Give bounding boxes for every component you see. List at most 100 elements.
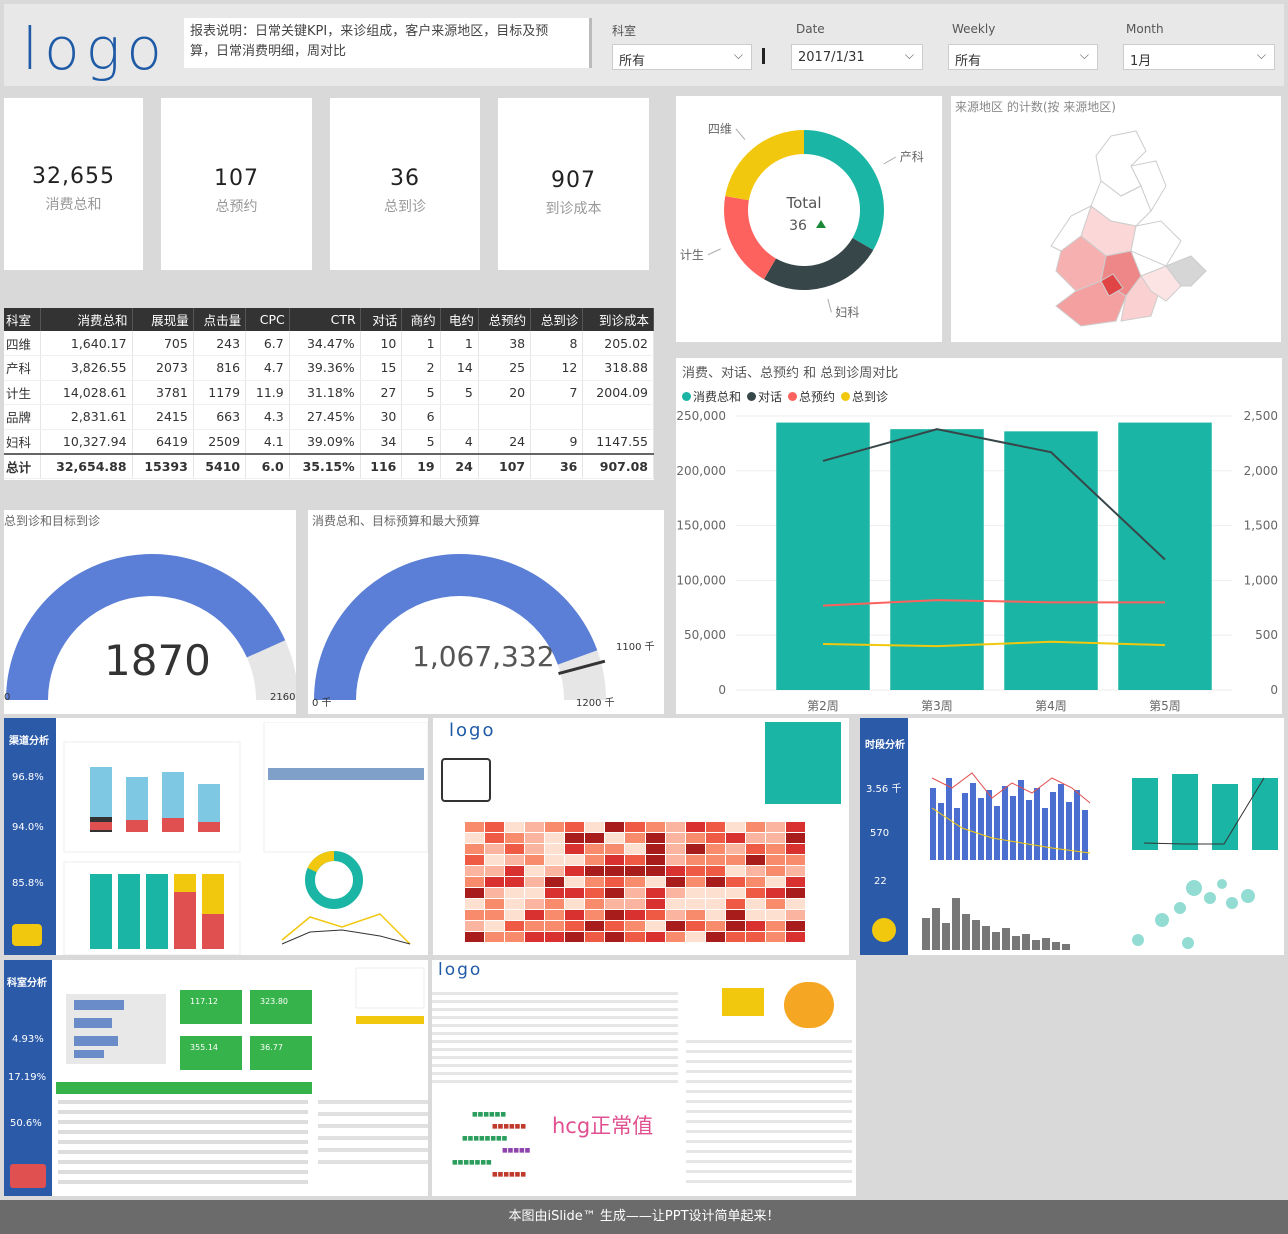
table-cell: 6 xyxy=(401,404,441,430)
table-header-cell[interactable]: CTR xyxy=(289,308,361,331)
thumbnail-channel-analysis[interactable]: 渠道分析 96.8% 94.0% 85.8% xyxy=(4,718,428,955)
heatmap-cell xyxy=(605,855,625,865)
thumbnail-heatmap[interactable]: logo xyxy=(433,718,849,955)
month-dropdown[interactable]: 1月 ⌵ xyxy=(1123,44,1275,70)
heatmap-cell xyxy=(685,910,705,920)
heatmap-cell xyxy=(725,921,745,931)
heatmap-cell xyxy=(725,833,745,843)
heatmap-cell xyxy=(685,888,705,898)
donut-slice-label: 四维 xyxy=(708,122,732,136)
table-row[interactable]: 品牌 2,831.61 2415 663 4.3 27.45% 30 6 xyxy=(4,404,654,430)
heatmap-cell xyxy=(705,888,725,898)
table-header-cell[interactable]: 到诊成本 xyxy=(582,308,654,331)
table-header-cell[interactable]: 点击量 xyxy=(193,308,247,331)
heatmap-cell xyxy=(785,910,805,920)
heatmap-cell xyxy=(585,822,605,832)
y-left-tick-label: 0 xyxy=(718,683,726,697)
heatmap-cell xyxy=(485,833,505,843)
y-right-tick-label: 1,500 xyxy=(1244,519,1278,533)
date-dropdown[interactable]: 2017/1/31 ⌵ xyxy=(791,44,923,70)
table-row[interactable]: 产科 3,826.55 2073 816 4.7 39.36% 15 2 14 25 12 318.8… xyxy=(4,355,654,381)
heatmap-cell xyxy=(665,844,685,854)
kpi-card: 36 总到诊 xyxy=(330,98,480,270)
heatmap-cell xyxy=(505,921,525,931)
table-header-cell[interactable]: 总预约 xyxy=(478,308,532,331)
slicer-label-month: Month xyxy=(1126,22,1164,36)
heatmap-cell xyxy=(625,833,645,843)
table-row[interactable]: 四维 1,640.17 705 243 6.7 34.47% 10 1 1 38 8 205.02 xyxy=(4,331,654,356)
svg-text:■■■■■■: ■■■■■■ xyxy=(472,1111,506,1118)
table-row[interactable]: 妇科 10,327.94 6419 2509 4.1 39.09% 34 5 4 24 9 1147.… xyxy=(4,429,654,454)
series-line[interactable] xyxy=(822,428,1166,561)
heatmap-cell xyxy=(565,899,585,909)
legend-item[interactable]: 消费总和 xyxy=(682,388,741,405)
table-cell: 妇科 xyxy=(4,429,42,454)
heatmap-cell xyxy=(585,866,605,876)
y-left-tick-label: 100,000 xyxy=(676,573,726,587)
donut-center-label: Total xyxy=(785,194,821,212)
table-header-cell[interactable]: 消费总和 xyxy=(40,308,133,331)
legend-dot-icon xyxy=(841,392,851,401)
heatmap-cell xyxy=(745,877,765,887)
thumb-mini-table xyxy=(765,722,841,804)
table-header-cell[interactable]: 科室 xyxy=(4,308,42,331)
dept-dropdown[interactable]: 所有 ⌵ xyxy=(612,44,752,70)
table-cell: 1179 xyxy=(193,380,247,405)
kpi-label: 总预约 xyxy=(215,199,258,215)
table-cell: 205.02 xyxy=(582,331,654,356)
donut-slice[interactable] xyxy=(725,130,804,201)
donut-slice[interactable] xyxy=(804,130,884,250)
heatmap-cell xyxy=(485,910,505,920)
heatmap-cell xyxy=(565,910,585,920)
heatmap-cell xyxy=(525,877,545,887)
heatmap-cell xyxy=(505,877,525,887)
legend-item[interactable]: 总预约 xyxy=(788,388,835,405)
donut-slice-label: 计生 xyxy=(680,248,704,262)
legend-label: 对话 xyxy=(758,390,783,404)
table-header-cell[interactable]: 展现量 xyxy=(132,308,194,331)
up-triangle-icon xyxy=(816,220,826,228)
heatmap-cell xyxy=(765,833,785,843)
table-header-cell[interactable]: 电约 xyxy=(440,308,479,331)
thumbnail-time-analysis[interactable]: 时段分析 3.56 千 570 22 xyxy=(860,718,1284,955)
bar[interactable] xyxy=(890,429,984,690)
heatmap-cell xyxy=(585,899,605,909)
bar[interactable] xyxy=(776,422,870,690)
legend-item[interactable]: 总到诊 xyxy=(841,388,888,405)
mini-kpi-value: 355.14 xyxy=(190,1043,218,1052)
thumbnail-dept-analysis[interactable]: 科室分析 4.93% 17.19% 50.6% 117.12 323.80 35… xyxy=(4,960,428,1196)
thumb-kpi: 3.56 千 xyxy=(866,784,902,795)
heatmap-cell xyxy=(665,921,685,931)
heatmap-cell xyxy=(665,877,685,887)
table-header-cell[interactable]: 商约 xyxy=(401,308,441,331)
heatmap-cell xyxy=(765,877,785,887)
weekly-dropdown[interactable]: 所有 ⌵ xyxy=(948,44,1098,70)
gauge-value: 1,067,332 xyxy=(412,640,555,673)
series-line[interactable] xyxy=(822,640,1166,648)
thumbnail-keyword-analysis[interactable]: logo ■■■■■■ ■■■■■■ ■■■■■■■■ ■■■■■ ■■■■■■■ ■■… xyxy=(432,960,856,1196)
table-header-cell[interactable]: CPC xyxy=(245,308,290,331)
heatmap-cell xyxy=(465,910,485,920)
heatmap-cell xyxy=(745,899,765,909)
table-cell: 116 xyxy=(360,452,403,479)
donut-slice[interactable] xyxy=(764,238,874,290)
bar[interactable] xyxy=(1118,422,1212,690)
heatmap-cell xyxy=(645,855,665,865)
donut-slice[interactable] xyxy=(724,196,776,280)
thumb-charts xyxy=(922,772,1278,950)
table-cell: 2509 xyxy=(193,429,247,454)
table-cell: 2415 xyxy=(132,404,194,430)
kpi-label: 消费总和 xyxy=(45,197,102,213)
heatmap-cell xyxy=(465,822,485,832)
series-line[interactable] xyxy=(822,599,1165,607)
legend-item[interactable]: 对话 xyxy=(747,388,782,405)
table-header-cell[interactable]: 对话 xyxy=(360,308,403,331)
heatmap-cell xyxy=(525,844,545,854)
gauge-value: 1870 xyxy=(104,636,211,685)
heatmap-cell xyxy=(645,866,665,876)
table-row[interactable]: 计生 14,028.61 3781 1179 11.9 31.18% 27 5 5 20 7 2004… xyxy=(4,380,654,405)
table-header-cell[interactable]: 总到诊 xyxy=(530,308,584,331)
heatmap-cell xyxy=(485,899,505,909)
bar[interactable] xyxy=(1004,431,1098,690)
y-left-tick-label: 250,000 xyxy=(676,409,726,423)
